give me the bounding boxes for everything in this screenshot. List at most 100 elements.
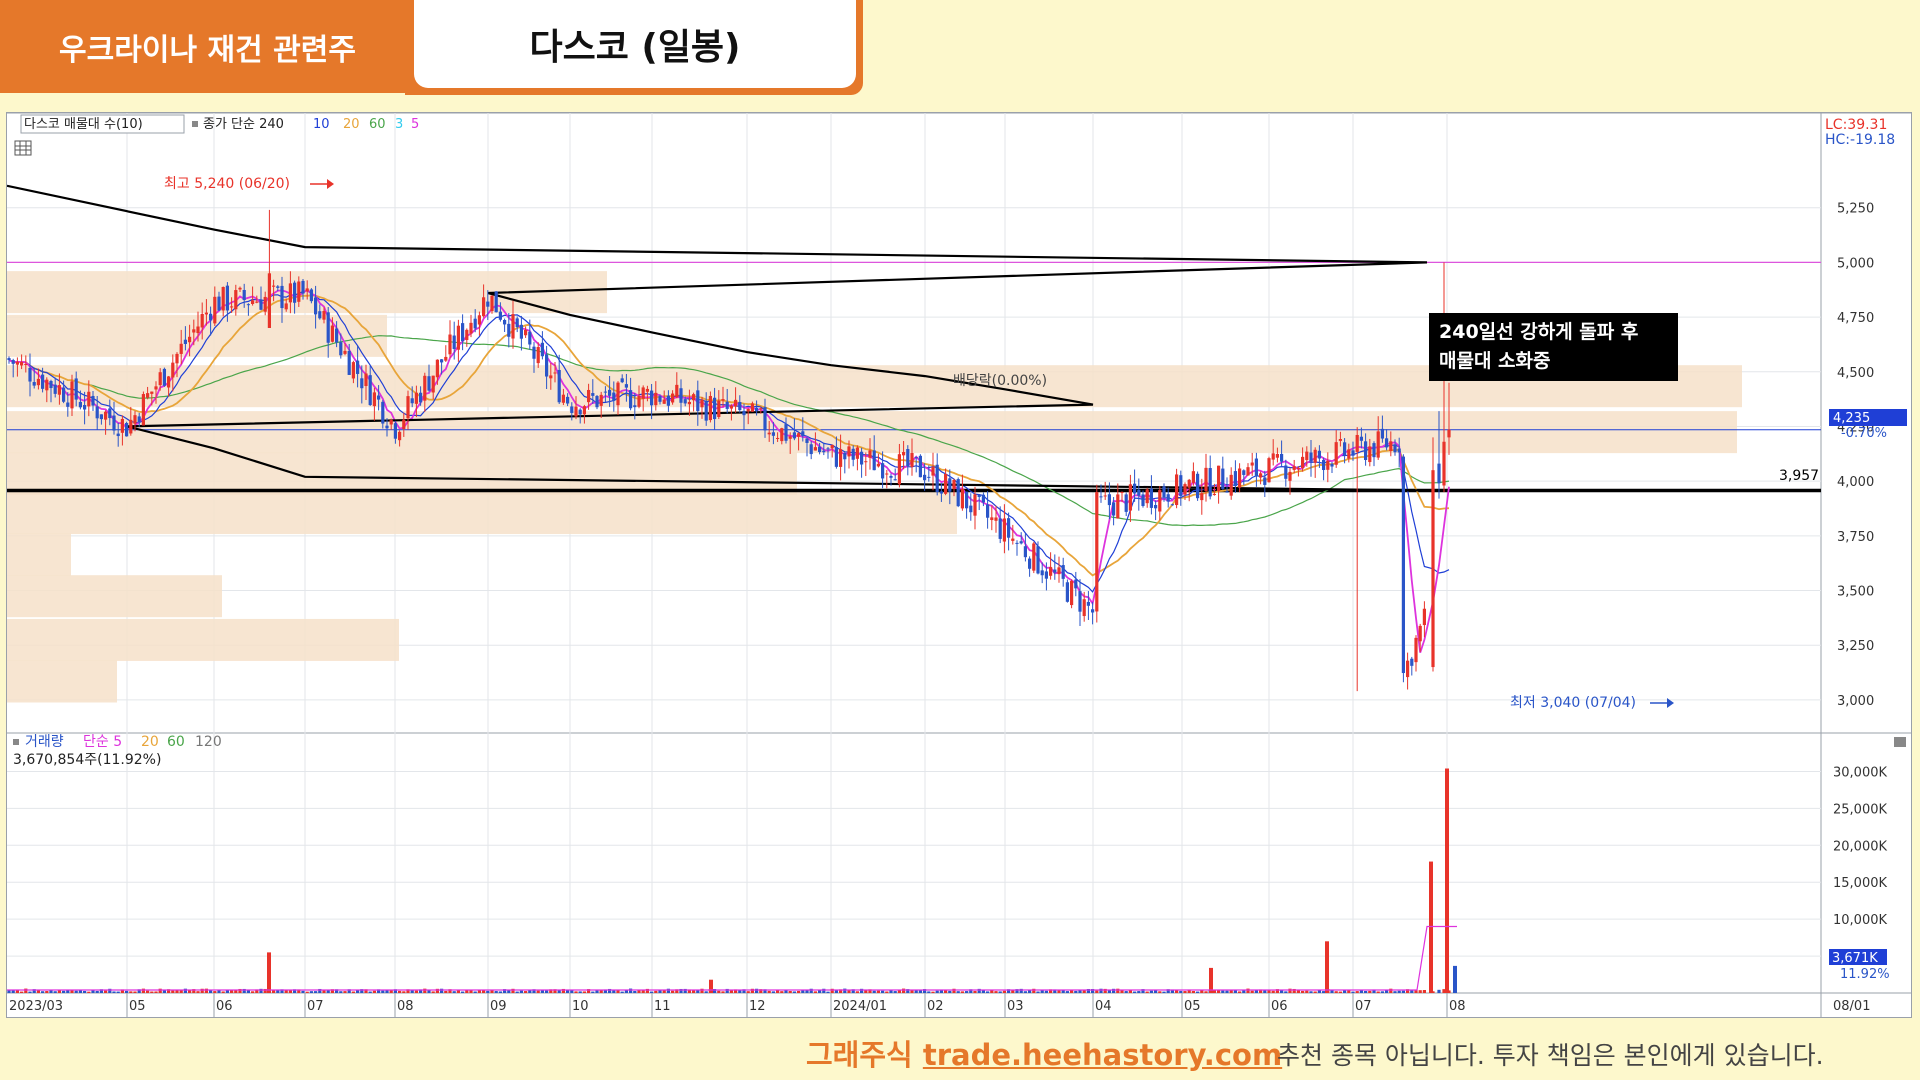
volume-bar [515,991,519,993]
candle-up [1158,489,1162,512]
x-tick-label: 10 [572,999,589,1014]
footer-link[interactable]: trade.heehastory.com [922,1038,1283,1072]
candle-up [305,288,309,292]
candle-down [1112,502,1116,516]
candle-up [150,391,154,394]
candle-up [171,362,175,378]
volume-bar [851,989,855,993]
volume-bar [616,989,620,993]
volume-legend-marker-icon [13,739,19,745]
volume-bar [1359,990,1363,993]
y-tick-label: 3,500 [1837,585,1874,600]
volume-bar [427,990,431,993]
volume-ma20-label: 20 [141,734,159,750]
volume-bar [99,989,103,993]
candle-down [339,342,343,356]
ma3-label: 3 [395,117,403,132]
volume-bar [410,989,414,993]
candle-down [1372,443,1376,458]
candle-down [1410,658,1414,666]
volume-bar [763,989,767,993]
volume-profile-bar [7,660,117,703]
volume-bar [1393,991,1397,993]
volume-bar [1422,990,1426,993]
candle-up [448,334,452,355]
high-arrow-icon [327,179,334,189]
candle-up [734,399,738,407]
volume-bar [1442,989,1446,993]
volume-bar [1296,989,1300,993]
candle-down [557,369,561,403]
candle-down [893,479,897,481]
candle-up [1292,466,1296,470]
volume-bar [188,990,192,993]
chart-title-tab[interactable]: 다스코 (일봉) [414,0,856,88]
volume-bar [461,991,465,993]
volume-bar [931,991,935,993]
candle-down [545,354,549,377]
volume-bar [419,989,423,993]
candle-up [343,350,347,354]
volume-bar [1074,990,1078,993]
volume-bar [192,989,196,993]
x-tick-label: 06 [216,999,233,1014]
candle-down [41,374,45,389]
chart-frame[interactable]: 2023/03 05 06 07 08 09 10 11 12 2024/01 02 03 04 05 06… [6,112,1912,1018]
candle-up [616,382,620,406]
volume-bar [196,991,200,993]
volume-bar [805,990,809,993]
candle-down [393,423,397,439]
candle-down [591,393,595,396]
volume-bar [788,990,792,993]
volume-bar [372,990,376,993]
candle-up [746,408,750,412]
price-volume-chart[interactable]: 2023/03 05 06 07 08 09 10 11 12 2024/01 02 03 04 05 06… [6,112,1911,1017]
indicator-selector-box[interactable] [20,114,185,134]
volume-bar [939,989,943,993]
volume-bar [204,988,208,993]
volume-bar [1246,988,1250,993]
volume-bar [1368,990,1372,993]
candle-up [902,452,906,456]
candle-down [1351,450,1355,456]
volume-bar [650,991,654,993]
volume-tick-label: 30,000K [1833,765,1887,780]
candle-down [1124,494,1128,512]
candle-down [948,478,952,492]
candle-down [792,432,796,439]
volume-bar [885,991,889,993]
candle-down [965,491,969,509]
volume-bar [154,991,158,993]
volume-bar [897,989,901,993]
candle-down [1225,491,1229,493]
candle-down [914,457,918,459]
category-tab[interactable]: 우크라이나 재건 관련주 [0,0,415,93]
candle-up [1271,453,1275,460]
volume-bar [175,990,179,993]
candle-up [389,420,393,425]
candle-down [276,286,280,288]
candle-down [452,335,456,349]
volume-bar [490,990,494,993]
candle-down [356,360,360,374]
volume-bar [125,990,129,993]
candle-down [629,390,633,409]
volume-pane-collapse-icon[interactable] [1894,737,1906,747]
grid-toggle-icon[interactable] [14,140,32,156]
volume-bar [759,989,763,993]
candle-down [566,396,570,404]
x-tick-label: 03 [1007,999,1024,1014]
indicator-label[interactable]: 다스코 매물대 수(10) [24,117,143,132]
volume-bar [389,990,393,993]
volume-bar [335,989,339,993]
volume-bar [146,990,150,993]
volume-bar [343,991,347,993]
candle-up [561,394,565,403]
volume-bar [1389,988,1393,993]
candle-down [91,395,95,406]
volume-bar [469,989,473,993]
footer-brand: 그래주식 trade.heehastory.com [806,1032,1282,1074]
candle-down [822,450,826,453]
volume-bar [725,988,729,993]
volume-bar [1032,988,1036,993]
